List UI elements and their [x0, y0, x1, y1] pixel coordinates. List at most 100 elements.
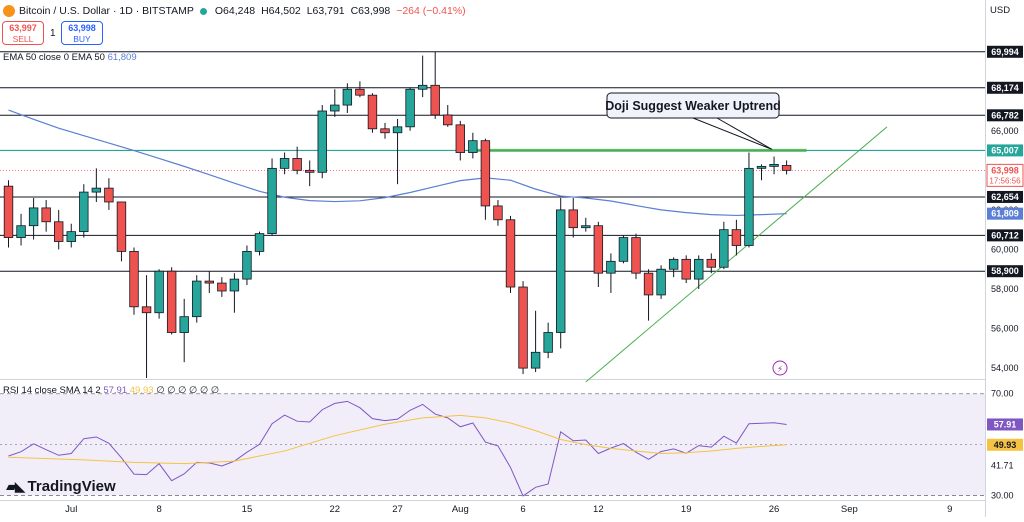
level-price-label: 66,782	[991, 110, 1019, 120]
candle-up	[254, 233, 265, 252]
ohlc-open: O64,248	[214, 5, 256, 17]
rsi-legend-extra: ∅ ∅ ∅ ∅ ∅ ∅	[156, 385, 220, 396]
candle-up	[656, 268, 666, 296]
event-flag-icon	[772, 360, 788, 376]
time-tick-label: Jul	[65, 504, 77, 515]
rsi-tick-label: 70.00	[991, 389, 1014, 399]
level-price-label: 58,900	[991, 266, 1019, 276]
level-price-label-bg	[987, 265, 1023, 278]
candle-down	[104, 187, 114, 203]
current-price-box	[986, 163, 1024, 187]
time-tick-label: 12	[593, 504, 604, 515]
tradingview-logo: ▰◣ TradingView	[6, 478, 116, 495]
candle-up	[744, 167, 754, 246]
candle-up	[279, 158, 290, 169]
price-tick-label: 56,000	[991, 324, 1019, 334]
price-tick-label: 60,000	[991, 244, 1019, 254]
candle-down	[781, 165, 792, 171]
price-axis[interactable]	[985, 0, 1024, 517]
candle-down	[443, 114, 453, 126]
candle-up	[392, 126, 403, 134]
candle-up	[417, 84, 428, 90]
rsi-sma-legend-value: 49.93	[129, 385, 154, 396]
time-tick-label: Sep	[841, 504, 858, 515]
candle-up	[668, 258, 679, 270]
candle-down	[204, 280, 215, 284]
candle-up	[154, 270, 164, 314]
rsi-value-label: 57.91	[994, 419, 1017, 429]
candle-up	[543, 332, 553, 353]
candle-up	[581, 225, 591, 229]
time-tick-label: 6	[520, 504, 525, 515]
time-tick-label: 26	[769, 504, 780, 515]
candle-down	[129, 251, 139, 308]
currency-label[interactable]: USD	[990, 5, 1011, 16]
rsi-tick-label: 30.00	[991, 490, 1014, 500]
candle-up	[405, 88, 415, 128]
candle-up	[229, 278, 240, 292]
market-status-dot	[199, 7, 207, 15]
sell-price: 63,997	[9, 23, 37, 33]
level-price-label-bg	[987, 81, 1023, 94]
time-tick-label: Aug	[452, 504, 469, 515]
ema-legend[interactable]: EMA 50 close 0 EMA 50 61,809	[3, 52, 137, 63]
buy-button[interactable]: 63,998 BUY	[61, 21, 103, 45]
candle-up	[468, 140, 478, 153]
candle-up	[556, 209, 566, 333]
ema-legend-name: EMA 50 close 0 EMA 50	[3, 52, 105, 63]
price-tick-label: 66,000	[991, 126, 1019, 136]
symbol-title[interactable]: Bitcoin / U.S. Dollar · 1D · BITSTAMP	[19, 5, 194, 17]
candle-up	[530, 351, 541, 369]
candle-up	[66, 231, 76, 242]
rsi-value-label-bg	[987, 418, 1023, 431]
candle-down	[116, 201, 127, 252]
time-tick-label: 15	[242, 504, 253, 515]
candle-down	[518, 286, 528, 369]
candle-up	[317, 110, 327, 173]
level-price-label-bg	[987, 229, 1023, 242]
candle-down	[430, 84, 440, 116]
annotation-box	[606, 92, 780, 119]
candle-down	[217, 282, 227, 292]
current-price-label: 63,998	[991, 165, 1019, 175]
candle-down	[631, 237, 641, 274]
tradingview-logo-text: TradingView	[27, 478, 116, 495]
ohlc-low: L63,791	[306, 5, 345, 17]
rsi-tick-label: 41.71	[991, 461, 1014, 471]
level-price-label-bg	[987, 144, 1023, 157]
rsi-legend[interactable]: RSI 14 close SMA 14 2 57.91 49.93 ∅ ∅ ∅ …	[3, 385, 219, 396]
price-tick-label: 58,000	[991, 284, 1019, 294]
annotation-text: Doji Suggest Weaker Uptrend	[605, 99, 781, 113]
buy-label: BUY	[73, 34, 91, 44]
level-price-label-bg	[987, 109, 1023, 122]
candle-down	[141, 306, 152, 314]
candle-up	[179, 316, 189, 333]
ohlc-close: C63,998	[350, 5, 391, 17]
candle-up	[719, 229, 729, 268]
candle-up	[618, 237, 629, 262]
ohlc-values: O64,248 H64,502 L63,791 C63,998 −264 (−0…	[215, 5, 469, 17]
candle-down	[54, 221, 64, 242]
candle-down	[480, 140, 491, 207]
rsi-sma-value-label: 49.93	[994, 440, 1017, 450]
candle-down	[731, 229, 742, 246]
candle-up	[330, 104, 340, 112]
ohlc-change: −264 (−0.41%)	[396, 5, 466, 17]
candle-down	[3, 185, 14, 238]
candle-down	[568, 209, 578, 229]
level-price-label: 69,994	[991, 47, 1019, 57]
spread-value: 1	[50, 28, 56, 39]
candle-up	[694, 258, 704, 280]
annotation-pointer	[692, 117, 773, 150]
level-price-label-bg	[987, 45, 1023, 58]
sell-button[interactable]: 63,997 SELL	[2, 21, 44, 45]
time-tick-label: 19	[681, 504, 692, 515]
candle-up	[769, 163, 779, 167]
ema-price-label-bg	[987, 207, 1023, 220]
time-tick-label: 27	[392, 504, 403, 515]
candle-up	[192, 280, 202, 318]
ema50-line	[8, 109, 787, 217]
rsi-legend-value: 57.91	[103, 385, 128, 396]
time-tick-label: 22	[330, 504, 341, 515]
